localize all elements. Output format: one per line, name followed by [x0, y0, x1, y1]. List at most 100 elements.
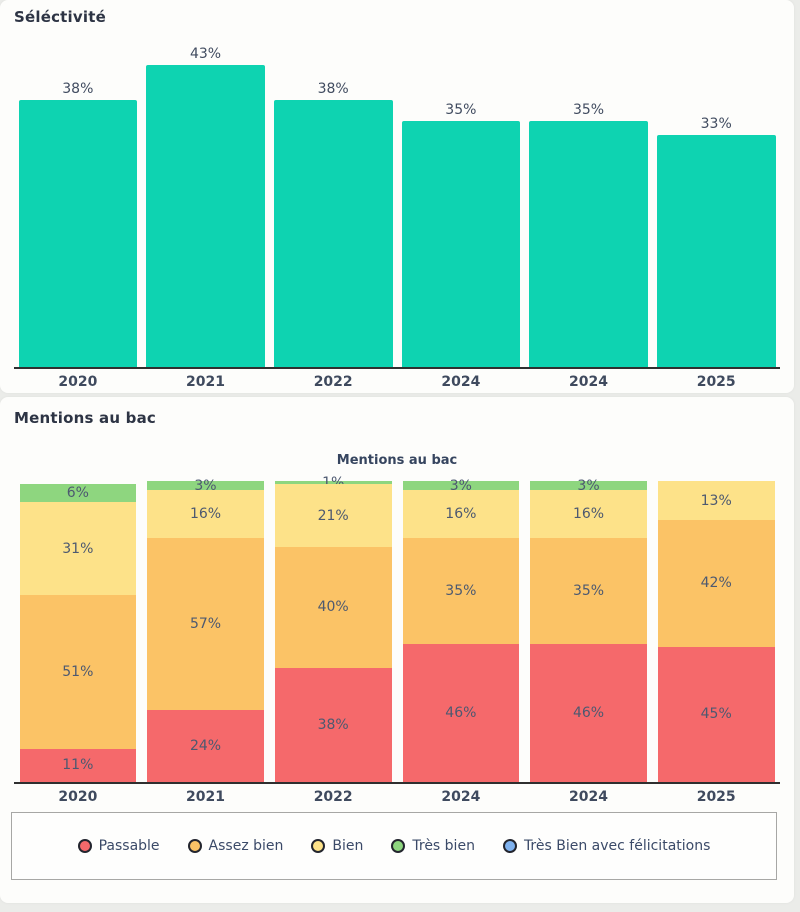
- bar-segment[interactable]: 24%: [147, 709, 264, 782]
- stacked-bar[interactable]: 11% 51% 31% 6%: [19, 481, 137, 782]
- stacked-bar-column: 46% 35% 16% 3%: [525, 477, 653, 782]
- selectivity-card: Séléctivité 38% 43% 38% 35% 35% 33% 2020 2021 2…: [0, 0, 794, 393]
- segment-value-label: 16%: [445, 506, 477, 523]
- segment-value-label: 13%: [700, 492, 732, 509]
- legend-label: Bien: [332, 838, 364, 854]
- stacked-bar[interactable]: 24% 57% 16% 3%: [147, 477, 264, 782]
- stacked-bar-column: 24% 57% 16% 3%: [142, 477, 270, 782]
- stacked-bar-column: 46% 35% 16% 3%: [397, 477, 525, 782]
- segment-value-label: 3%: [194, 477, 217, 494]
- chart-legend: Passable Assez bien Bien Très bien Très Bien…: [11, 812, 777, 880]
- bar-segment[interactable]: 35%: [402, 538, 520, 644]
- bar-segment[interactable]: 16%: [147, 490, 264, 539]
- bar-segment[interactable]: 38%: [274, 667, 392, 782]
- segment-value-label: 35%: [445, 582, 477, 599]
- x-tick-label: 2022: [313, 789, 353, 805]
- selectivity-x-axis: 2020 2021 2022 2024 2024 2025: [14, 374, 780, 390]
- bar-column: 38%: [269, 65, 397, 367]
- bar-value-label: 35%: [445, 102, 477, 119]
- stacked-bar[interactable]: 38% 40% 21% 1%: [274, 476, 392, 782]
- selectivity-bar-chart: 38% 43% 38% 35% 35% 33%: [14, 46, 780, 369]
- stacked-bar-column: 11% 51% 31% 6%: [14, 481, 142, 782]
- legend-label: Très Bien avec félicitations: [523, 838, 711, 854]
- stacked-bar[interactable]: 46% 35% 16% 3%: [402, 477, 520, 782]
- x-tick-label: 2025: [696, 789, 736, 805]
- x-tick-label: 2020: [58, 374, 98, 390]
- bar-segment[interactable]: 46%: [402, 643, 520, 782]
- mentions-x-axis: 2020 2021 2022 2024 2024 2025: [14, 789, 780, 805]
- legend-item[interactable]: Passable: [77, 838, 160, 854]
- bar-segment[interactable]: 45%: [657, 646, 775, 782]
- x-tick-label: 2024: [569, 789, 608, 805]
- legend-item[interactable]: Très bien: [391, 838, 475, 854]
- segment-value-label: 3%: [577, 477, 600, 494]
- bar[interactable]: [18, 100, 138, 367]
- legend-color-marker-icon: [502, 839, 517, 853]
- bar[interactable]: [656, 135, 776, 367]
- bar-segment[interactable]: 40%: [274, 547, 392, 668]
- segment-value-label: 46%: [572, 704, 605, 721]
- segment-value-label: 6%: [66, 485, 89, 502]
- bar-value-label: 35%: [572, 102, 605, 119]
- segment-value-label: 31%: [62, 540, 94, 557]
- bar-segment[interactable]: 3%: [402, 477, 520, 494]
- bar-segment[interactable]: 35%: [530, 538, 647, 644]
- legend-color-marker-icon: [391, 839, 406, 853]
- bar-segment[interactable]: 3%: [147, 477, 264, 494]
- bar-segment[interactable]: 57%: [147, 538, 264, 710]
- bar[interactable]: [529, 121, 648, 367]
- selectivity-heading: Séléctivité: [14, 8, 106, 26]
- x-tick-label: 2020: [58, 789, 98, 805]
- legend-label: Passable: [98, 838, 160, 854]
- bar-segment[interactable]: 31%: [19, 502, 137, 596]
- segment-value-label: 45%: [700, 706, 732, 723]
- bar[interactable]: [146, 65, 265, 367]
- x-tick-label: 2021: [186, 789, 225, 805]
- segment-value-label: 42%: [700, 575, 732, 592]
- bar[interactable]: [401, 121, 521, 367]
- legend-color-marker-icon: [311, 839, 326, 853]
- bar-segment[interactable]: 3%: [530, 477, 647, 494]
- bar-column: 33%: [652, 65, 780, 367]
- x-tick-label: 2024: [569, 374, 608, 390]
- legend-item[interactable]: Assez bien: [187, 838, 283, 854]
- bar-column: 35%: [397, 65, 525, 367]
- bar-segment[interactable]: 21%: [274, 484, 392, 548]
- bar[interactable]: [273, 100, 393, 367]
- bar-value-label: 38%: [317, 81, 349, 98]
- bar-wrap: 33%: [656, 116, 776, 367]
- segment-value-label: 16%: [572, 506, 605, 523]
- bar-segment[interactable]: 42%: [657, 520, 775, 647]
- legend-color-marker-icon: [77, 839, 92, 853]
- bar-segment[interactable]: 11%: [19, 748, 137, 782]
- bar-wrap: 43%: [146, 46, 265, 367]
- legend-item[interactable]: Bien: [311, 838, 363, 854]
- bar-segment[interactable]: 13%: [657, 481, 775, 521]
- mentions-heading: Mentions au bac: [14, 409, 156, 427]
- bar-segment[interactable]: 16%: [530, 490, 647, 539]
- segment-value-label: 16%: [189, 506, 222, 523]
- bar-segment[interactable]: 6%: [19, 484, 137, 503]
- segment-value-label: 35%: [572, 582, 605, 599]
- legend-color-marker-icon: [187, 839, 202, 853]
- bar-wrap: 38%: [273, 81, 393, 367]
- bar-segment[interactable]: 16%: [402, 490, 520, 539]
- bar-segment[interactable]: 51%: [19, 595, 137, 749]
- segment-value-label: 3%: [449, 477, 472, 494]
- mentions-stacked-bar-chart: 11% 51% 31% 6% 24% 57% 16% 3% 38% 40% 21% 1% 46% 35% 1…: [14, 476, 780, 784]
- bar-segment[interactable]: 46%: [530, 643, 647, 782]
- x-tick-label: 2022: [313, 374, 353, 390]
- stacked-bar[interactable]: 45% 42% 13%: [657, 481, 775, 782]
- bar-column: 38%: [14, 65, 142, 367]
- bar-column: 35%: [525, 65, 653, 367]
- segment-value-label: 57%: [189, 615, 222, 632]
- stacked-bar[interactable]: 46% 35% 16% 3%: [530, 477, 647, 782]
- stacked-bar-column: 38% 40% 21% 1%: [269, 476, 397, 782]
- bar-value-label: 43%: [189, 46, 222, 62]
- segment-value-label: 11%: [62, 757, 94, 774]
- bar-value-label: 33%: [700, 116, 732, 133]
- legend-item[interactable]: Très Bien avec félicitations: [502, 838, 711, 854]
- bar-wrap: 35%: [529, 102, 648, 367]
- segment-value-label: 38%: [317, 716, 349, 733]
